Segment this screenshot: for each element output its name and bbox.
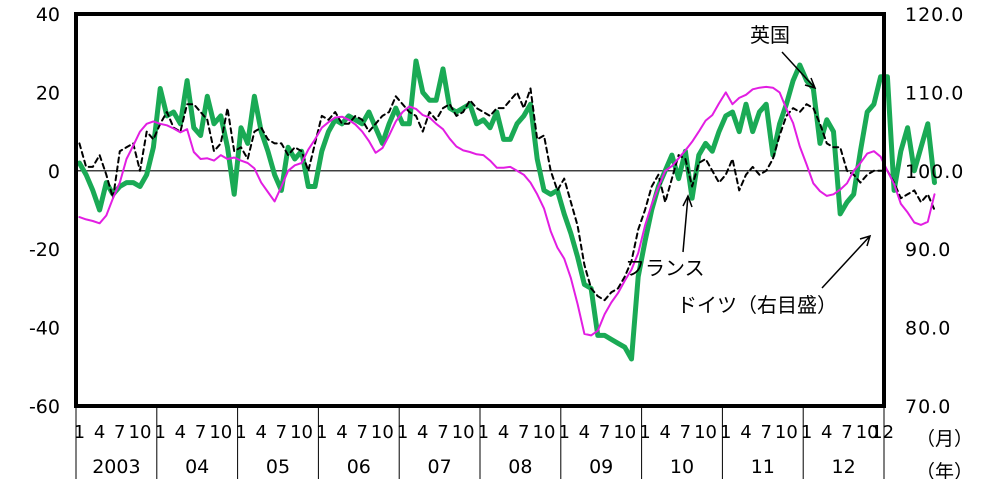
x-tick-label-month: 1 [316, 422, 327, 443]
x-axis-unit-month: （月） [916, 428, 973, 450]
x-tick-label-month: 4 [579, 422, 590, 443]
x-tick-label-month: 4 [417, 422, 428, 443]
axis-layer: 40 20 0 -20 -40 -60 120.0 110.0 100.0 90.0 80.0 70.… [29, 4, 973, 483]
x-tick-label-month: 7 [760, 422, 771, 443]
annotation-germany-arrow [821, 235, 871, 289]
x-tick-label-month: 12 [871, 422, 894, 443]
right-tick-label: 90.0 [905, 239, 951, 261]
x-tick-label-month: 1 [478, 422, 489, 443]
x-tick-label-year: 08 [508, 456, 532, 478]
annotation-uk-arrowhead [804, 77, 817, 90]
x-tick-label-year: 07 [428, 456, 452, 478]
x-tick-label-month: 7 [680, 422, 691, 443]
x-tick-label-month: 10 [613, 422, 636, 443]
series-line-france [78, 87, 936, 302]
x-tick-label-year: 06 [347, 456, 371, 478]
x-tick-label-month: 4 [336, 422, 347, 443]
x-tick-label-month: 1 [801, 422, 812, 443]
right-tick-label: 110.0 [905, 82, 964, 104]
x-tick-label-month: 10 [533, 422, 556, 443]
x-tick-label-month: 4 [740, 422, 751, 443]
x-tick-label-month: 4 [821, 422, 832, 443]
x-tick-label-month: 1 [639, 422, 650, 443]
annotation-france-arrowhead [682, 194, 693, 208]
plot-frame [74, 12, 886, 408]
x-tick-label-month: 1 [397, 422, 408, 443]
x-tick-label-month: 1 [558, 422, 569, 443]
right-tick-label: 120.0 [905, 4, 964, 26]
x-tick-label-year: 11 [751, 456, 775, 478]
x-tick-label-month: 4 [255, 422, 266, 443]
x-tick-label-month: 10 [290, 422, 313, 443]
x-tick-label-month: 7 [114, 422, 125, 443]
x-tick-label-year: 2003 [92, 456, 140, 478]
x-tick-label-month: 7 [195, 422, 206, 443]
x-tick-label-month: 7 [437, 422, 448, 443]
left-tick-label: 0 [48, 161, 60, 183]
right-tick-label: 100.0 [905, 161, 964, 183]
x-tick-label-month: 10 [694, 422, 717, 443]
x-tick-label-month: 1 [235, 422, 246, 443]
right-tick-label: 70.0 [905, 396, 951, 418]
annotation-france-label: フランス [625, 256, 705, 280]
x-tick-label-month: 7 [276, 422, 287, 443]
x-tick-label-month: 7 [518, 422, 529, 443]
x-tick-label-month: 10 [209, 422, 232, 443]
annotation-germany-label: ドイツ（右目盛） [677, 293, 837, 317]
x-tick-label-month: 10 [775, 422, 798, 443]
x-tick-label-month: 10 [371, 422, 394, 443]
left-tick-label: -60 [29, 396, 60, 418]
x-tick-label-month: 7 [356, 422, 367, 443]
left-tick-label: 40 [36, 4, 60, 26]
x-tick-label-month: 4 [498, 422, 509, 443]
series-layer [76, 58, 937, 362]
x-tick-label-year: 10 [670, 456, 694, 478]
left-tick-label: 20 [36, 82, 60, 104]
left-tick-label: -20 [29, 239, 60, 261]
annotation-layer: 英国 フランス ドイツ（右目盛） [625, 23, 872, 317]
x-tick-label-month: 10 [129, 422, 152, 443]
x-tick-label-month: 1 [720, 422, 731, 443]
x-tick-label-year: 09 [589, 456, 613, 478]
series-line-germany [78, 85, 936, 337]
left-tick-label: -40 [29, 318, 60, 340]
x-tick-label-year: 12 [832, 456, 856, 478]
x-tick-label-month: 7 [841, 422, 852, 443]
x-tick-label-year: 04 [185, 456, 209, 478]
x-tick-label-month: 1 [74, 422, 85, 443]
x-tick-label-month: 1 [154, 422, 165, 443]
x-tick-label-month: 4 [175, 422, 186, 443]
x-tick-label-month: 10 [856, 422, 879, 443]
annotation-uk-label: 英国 [750, 23, 790, 47]
series-line-uk [76, 58, 937, 362]
annotation-france-arrow [682, 195, 689, 253]
x-tick-label-month: 10 [452, 422, 475, 443]
right-tick-label: 80.0 [905, 318, 951, 340]
x-tick-label-month: 4 [94, 422, 105, 443]
x-axis-unit-year: （年） [916, 461, 973, 479]
x-tick-label-month: 7 [599, 422, 610, 443]
x-tick-label-month: 4 [659, 422, 670, 443]
x-tick-label-year: 05 [266, 456, 290, 478]
annotation-germany-arrowhead [859, 234, 872, 247]
annotation-uk-arrow [781, 51, 816, 89]
